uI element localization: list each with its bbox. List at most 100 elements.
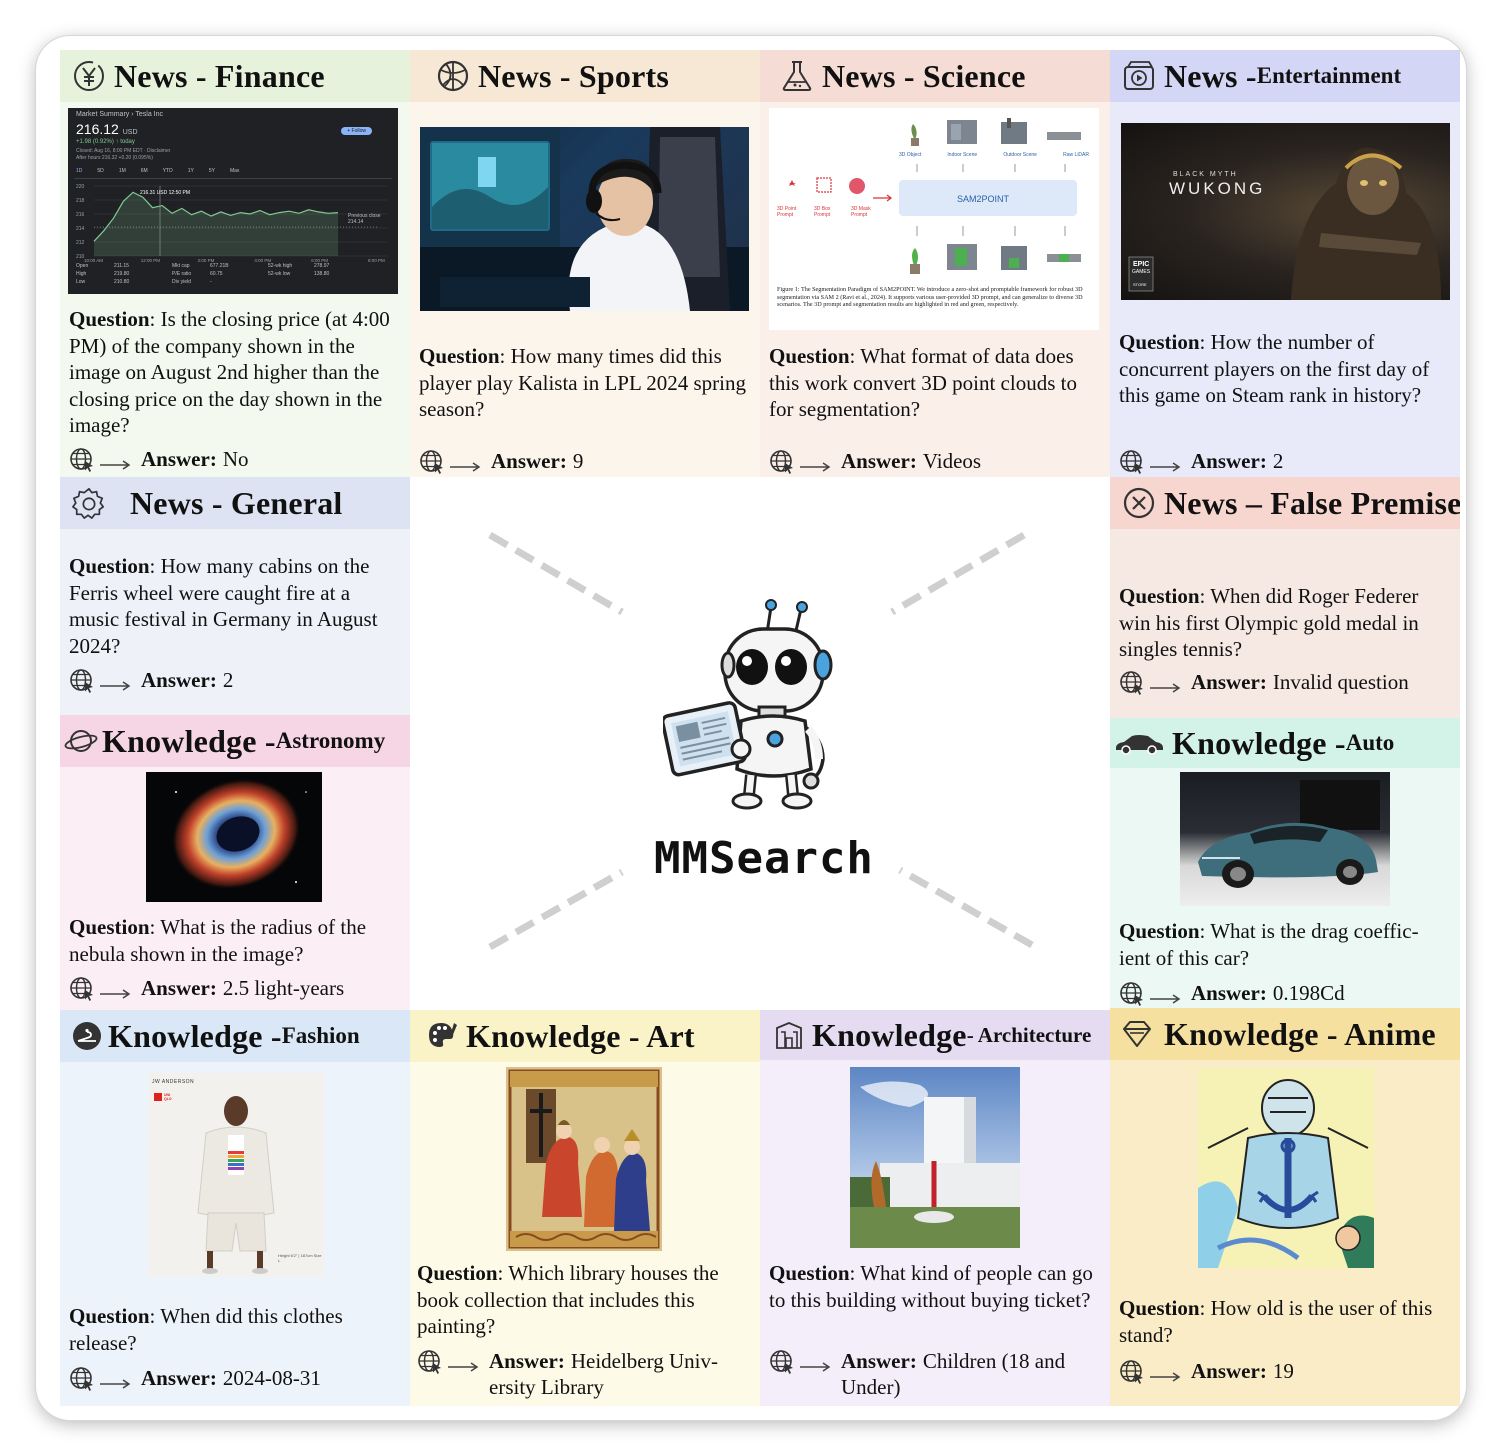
store-badge-games: GAMES bbox=[1132, 269, 1151, 275]
x-tick-label: 4:00 PM bbox=[254, 258, 271, 263]
x-tick-label: 10:00 AM bbox=[84, 258, 103, 263]
question-label: Question bbox=[69, 1304, 150, 1328]
answer-label: Answer: bbox=[141, 1366, 217, 1390]
question-text: : How old is the user of this stand? bbox=[1119, 1296, 1433, 1347]
range-divider bbox=[74, 178, 392, 179]
brand-jw-anderson: JW ANDERSON bbox=[152, 1079, 195, 1085]
question-label: Question bbox=[769, 344, 850, 368]
panel-title: News - bbox=[1164, 57, 1257, 94]
globe-cursor-icon bbox=[419, 449, 445, 477]
globe-cursor-icon bbox=[1119, 670, 1145, 702]
y-tick-label: 214 bbox=[76, 226, 85, 232]
car-icon bbox=[1114, 726, 1164, 760]
figure-prompt-labels: 3D Point Prompt 3D Box Prompt 3D Mask Prom… bbox=[777, 206, 877, 218]
panel-news-science: News - Science SAM2POINT 3D Object Indoor… bbox=[760, 50, 1110, 477]
stats-cell: High bbox=[76, 271, 87, 277]
stock-title: Market Summary › Tesla Inc bbox=[76, 111, 164, 118]
question-text: : What kind of people can go to this bui… bbox=[769, 1261, 1093, 1312]
stock-marker: 216.31 USD 12:50 PM bbox=[140, 190, 191, 196]
y-tick-label: 220 bbox=[76, 184, 85, 190]
question-text: : When did Roger Federer win his first O… bbox=[1119, 584, 1419, 661]
arrow-icon bbox=[1149, 1364, 1181, 1382]
stock-chart-image: Market Summary › Tesla Inc 216.12 USD +1… bbox=[68, 108, 398, 294]
store-badge-store: STORE bbox=[1133, 282, 1147, 287]
brand-uniqlo: UNI QLO bbox=[164, 1093, 172, 1101]
panel-knowledge-anime: Knowledge - Anime Question: How old is t… bbox=[1110, 1008, 1460, 1406]
answer-text: Heidelberg Univ- ersity Library bbox=[489, 1349, 718, 1399]
panel-subtitle: Astronomy bbox=[275, 728, 386, 753]
stock-stats: Open 211.15 Mkt cap 677.21B 52-wk high 278.97… bbox=[76, 262, 366, 286]
figure-column-label: Raw LiDAR bbox=[1063, 152, 1089, 158]
globe-cursor-icon bbox=[69, 447, 95, 477]
globe-cursor-icon bbox=[1119, 449, 1145, 477]
y-tick-label: 216 bbox=[76, 212, 85, 218]
esports-player-photo bbox=[420, 127, 749, 311]
question-text: : Which library houses the book collecti… bbox=[417, 1261, 719, 1338]
arrow-icon bbox=[1149, 454, 1181, 472]
arrow-icon bbox=[99, 673, 131, 691]
question-label: Question bbox=[69, 307, 150, 331]
x-tick-label: 12:00 PM bbox=[141, 258, 161, 263]
stock-change: +1.98 (0.92%) ↑ today bbox=[76, 139, 135, 145]
figure-column-label: 3D Object bbox=[899, 152, 922, 158]
center-title: MMSearch bbox=[654, 833, 874, 884]
panel-news-false-premise: News – False Premise Question: When did … bbox=[1110, 477, 1460, 718]
globe-cursor-icon bbox=[769, 1349, 795, 1381]
y-tick-label: 212 bbox=[76, 240, 85, 246]
answer-text: 2024-08-31 bbox=[222, 1366, 321, 1390]
answer-label: Answer: bbox=[1191, 981, 1267, 1005]
stats-cell: Mkt cap bbox=[172, 263, 190, 269]
question-text: : How many times did this player play Ka… bbox=[419, 344, 746, 421]
arrow-icon bbox=[1149, 986, 1181, 1004]
game-title-line1: BLACK MYTH bbox=[1173, 171, 1238, 178]
panel-knowledge-astronomy: Knowledge - Astronomy Question: What is … bbox=[60, 715, 410, 1010]
question-label: Question bbox=[769, 1261, 850, 1285]
stats-row: Open 211.15 Mkt cap 677.21B 52-wk high 278.97 bbox=[76, 262, 366, 270]
stats-cell: 60.75 bbox=[210, 271, 223, 277]
globe-cursor-icon bbox=[69, 976, 95, 1008]
yen-coin-icon bbox=[72, 59, 106, 93]
figure-prompt-label: 3D Mask Prompt bbox=[851, 206, 871, 218]
robot-mascot bbox=[663, 599, 833, 810]
range-tab: 1D bbox=[76, 168, 83, 174]
question-text: : When did this clothes release? bbox=[69, 1304, 343, 1355]
question-label: Question bbox=[419, 344, 500, 368]
question-label: Question bbox=[1119, 584, 1200, 608]
panel-title: News - Finance bbox=[114, 57, 325, 94]
answer-label: Answer: bbox=[841, 1349, 917, 1373]
previous-close: Previous close 214.14 bbox=[348, 213, 381, 225]
panel-knowledge-art: Knowledge - Art Question: Which library … bbox=[410, 1010, 760, 1406]
figure-column-label: Outdoor Scene bbox=[1003, 152, 1037, 158]
stats-cell: - bbox=[210, 279, 212, 285]
answer-label: Answer: bbox=[841, 449, 917, 473]
fashion-photo: JW ANDERSON UNI QLO Height 6'2" | 187cm … bbox=[148, 1073, 324, 1277]
panel-news-general: News - General Question: How many cabins… bbox=[60, 477, 410, 715]
stats-cell: Low bbox=[76, 279, 86, 285]
panel-title: News - Science bbox=[822, 57, 1026, 94]
answer-label: Answer: bbox=[141, 976, 217, 1000]
stock-closed: Closed: Aug 16, 8:00 PM EDT · Disclaimer bbox=[76, 148, 171, 154]
panel-title: Knowledge - bbox=[108, 1017, 282, 1054]
panel-knowledge-architecture: Knowledge - Architecture Question: What … bbox=[760, 1010, 1110, 1406]
panel-title: Knowledge bbox=[812, 1016, 967, 1053]
stats-cell: 210.80 bbox=[114, 279, 130, 285]
panel-news-entertainment: News - Entertainment BLACK MYTH WUKONG E… bbox=[1110, 50, 1460, 477]
panel-title: Knowledge - Anime bbox=[1164, 1015, 1436, 1052]
stats-cell: P/E ratio bbox=[172, 271, 192, 277]
range-tab: 6M bbox=[140, 168, 148, 174]
game-cover-image: BLACK MYTH WUKONG EPIC GAMES STORE bbox=[1121, 123, 1450, 300]
stats-row: High 219.80 P/E ratio 60.75 52-wk low 138.80 bbox=[76, 270, 366, 278]
follow-button: + Follow bbox=[341, 127, 372, 135]
stats-cell: 138.80 bbox=[314, 271, 330, 277]
basketball-icon bbox=[436, 59, 470, 93]
answer-text: Videos bbox=[922, 449, 982, 473]
price-line bbox=[93, 191, 339, 242]
car-photo bbox=[1180, 772, 1390, 906]
panel-subtitle: - Architecture bbox=[966, 1022, 1092, 1047]
range-tab: 5Y bbox=[208, 168, 215, 174]
panel-title: Knowledge - bbox=[1172, 724, 1346, 761]
arrow-icon bbox=[99, 1371, 131, 1389]
panel-knowledge-fashion: Knowledge - Fashion JW ANDERSON UNI QLO … bbox=[60, 1010, 410, 1406]
game-title-line2: WUKONG bbox=[1169, 179, 1266, 198]
globe-cursor-icon bbox=[1119, 1359, 1145, 1391]
